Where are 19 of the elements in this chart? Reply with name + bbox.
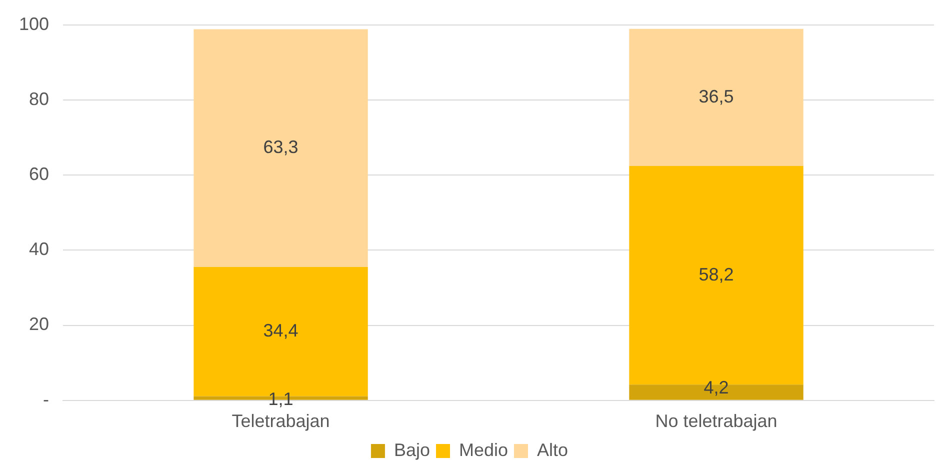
data-label: 34,4 xyxy=(263,320,298,341)
y-tick-label: 100 xyxy=(18,14,50,34)
legend-label: Medio xyxy=(458,440,508,460)
bar xyxy=(194,29,368,268)
data-label: 1,1 xyxy=(268,389,294,410)
data-label: 4,2 xyxy=(704,378,729,398)
data-label: 58,2 xyxy=(698,264,734,284)
y-tick-label: 80 xyxy=(29,88,50,109)
data-label: 63,3 xyxy=(263,137,298,158)
legend-label: Alto xyxy=(537,440,568,460)
data-label: 36,5 xyxy=(698,86,734,106)
y-tick-label: 40 xyxy=(29,239,50,260)
bar xyxy=(629,28,804,166)
y-tick-label: 60 xyxy=(29,164,50,184)
legend-label: Bajo xyxy=(394,440,430,460)
y-tick-label: - xyxy=(43,389,50,410)
x-tick-label: No teletrabajan xyxy=(655,411,778,432)
y-tick-label: 20 xyxy=(29,314,50,334)
x-tick-label: Teletrabajan xyxy=(232,411,330,432)
